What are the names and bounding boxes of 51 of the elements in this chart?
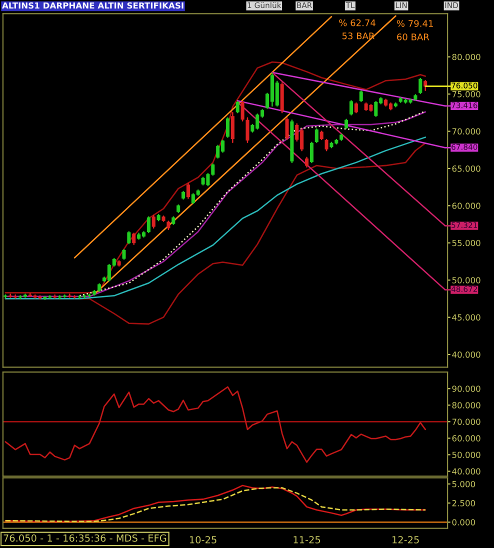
annotation: % 79.41 <box>396 20 433 27</box>
x-tick-label: 12-25 <box>392 536 419 544</box>
chart-title: ALTINS1 DARPHANE ALTIN SERTIFIKASI <box>2 2 184 9</box>
annotation: 60 BAR <box>397 34 430 40</box>
y-tick-label: 70.000 <box>452 418 480 425</box>
annotation: 53 BAR <box>342 32 374 40</box>
candlestick <box>152 214 156 229</box>
y-tick-label: 60.000 <box>452 202 480 209</box>
y-tick-label: 75.000 <box>452 91 480 98</box>
candlestick <box>236 100 240 114</box>
y-tick-label: 0.000 <box>452 519 476 526</box>
annotation: % 62.74 <box>339 19 376 26</box>
candlestick <box>186 182 190 199</box>
y-tick-label: 80.000 <box>452 54 480 60</box>
candlestick <box>246 117 250 144</box>
line-series <box>4 61 426 294</box>
y-tick-label: 45.000 <box>452 314 480 321</box>
candlestick <box>226 117 230 138</box>
y-tick-label: 70.000 <box>452 128 480 135</box>
y-tick-label: 65.000 <box>452 165 480 172</box>
text: 76.050 - 1 - 16:35:36 - MDS - EFG <box>4 534 166 542</box>
x-tick-label: 10-25 <box>190 536 216 544</box>
y-tick-label: 55.000 <box>452 240 480 246</box>
candlestick <box>122 248 126 260</box>
candlestick <box>349 100 353 116</box>
y-tick-label: 90.000 <box>452 386 480 392</box>
y-tick-label: 5.000 <box>452 480 476 488</box>
y-tick-label: 40.000 <box>452 351 480 358</box>
line-series <box>78 110 426 296</box>
y-tick-label: 50.000 <box>452 277 480 284</box>
candlestick <box>310 142 314 164</box>
candlestick <box>418 78 422 94</box>
candlestick <box>314 128 318 144</box>
y-tick-label: 50.000 <box>452 452 480 458</box>
candlestick <box>285 117 289 140</box>
candlestick <box>146 216 150 234</box>
y-tick-label: 60.000 <box>452 435 480 442</box>
y-tick-label: 80.000 <box>452 402 480 408</box>
x-tick-label: 11-25 <box>294 536 320 544</box>
y-tick-label: 2.500 <box>452 500 476 506</box>
candlestick <box>132 232 136 246</box>
candlestick <box>240 100 244 122</box>
line-series <box>4 386 426 463</box>
candlestick <box>324 138 328 152</box>
y-tick-label: 40.000 <box>452 468 480 475</box>
candlestick <box>230 112 234 144</box>
candlestick <box>127 231 131 244</box>
candlestick <box>305 156 309 168</box>
candlestick <box>354 102 358 114</box>
candlestick <box>359 90 363 102</box>
candlestick <box>424 80 428 91</box>
